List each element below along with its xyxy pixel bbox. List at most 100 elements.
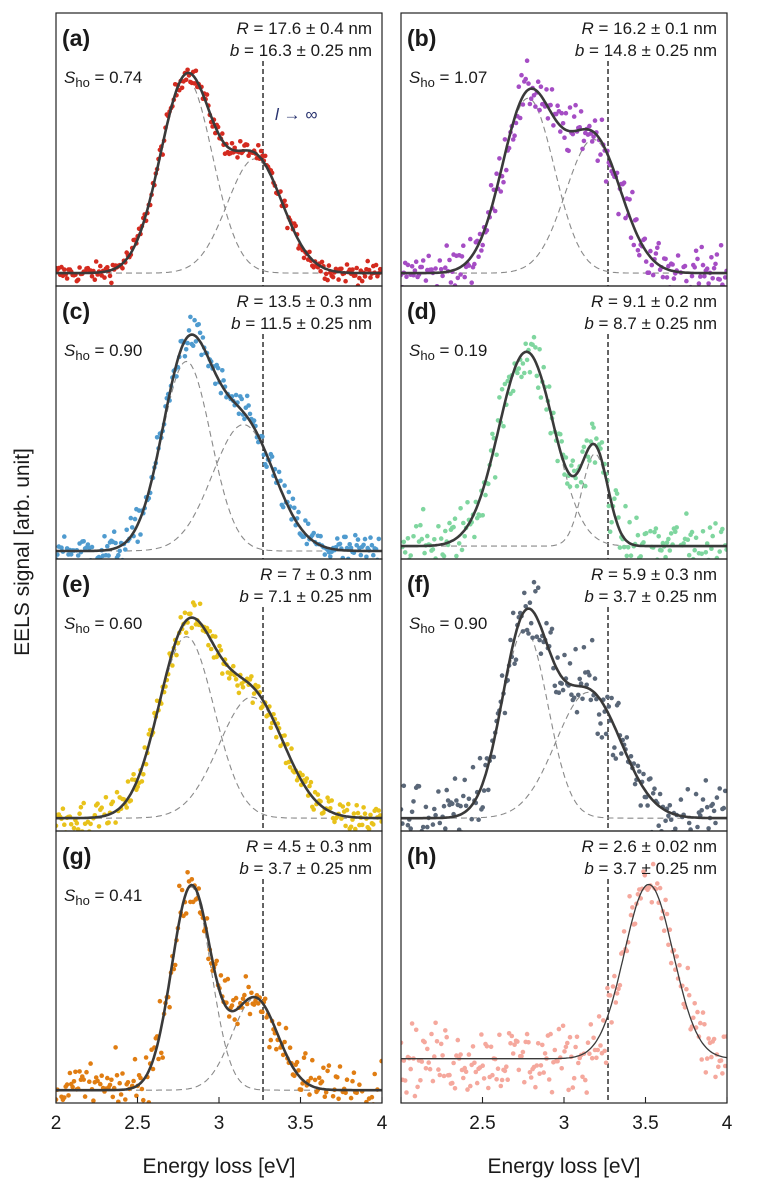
data-point: [229, 1003, 235, 1008]
data-point: [637, 769, 642, 774]
data-point: [649, 900, 655, 905]
data-point: [673, 529, 678, 535]
data-point: [179, 85, 185, 91]
data-point: [479, 1032, 484, 1037]
data-point: [339, 1119, 344, 1124]
data-point: [609, 520, 614, 525]
data-point: [343, 823, 348, 829]
data-point: [502, 1068, 508, 1074]
data-point: [523, 341, 528, 347]
data-point: [595, 158, 600, 163]
data-point: [710, 801, 715, 807]
impact-annotation: b = 14.8 ± 0.25 nm: [575, 41, 717, 60]
x-tick-label: 3.5: [632, 1113, 658, 1134]
data-point: [368, 535, 373, 540]
data-point: [319, 1079, 325, 1084]
data-point: [330, 1094, 336, 1099]
panel-grid: (a) R = 17.6 ± 0.4 nm b = 16.3 ± 0.25 nm Sh…: [55, 12, 728, 1124]
data-point: [418, 1078, 423, 1083]
data-point: [492, 208, 498, 214]
data-point: [519, 72, 524, 78]
data-point: [623, 503, 628, 509]
y-axis-title: EELS signal [arb. unit]: [11, 448, 34, 656]
data-point: [378, 1107, 383, 1112]
data-point: [645, 803, 650, 808]
data-point: [714, 555, 720, 559]
data-point: [285, 225, 290, 231]
data-point: [718, 1058, 724, 1063]
data-point: [206, 642, 211, 648]
data-point: [617, 982, 623, 988]
impact-annotation: b = 7.1 ± 0.25 nm: [239, 587, 372, 606]
data-point: [307, 1092, 312, 1097]
data-point: [706, 281, 711, 286]
data-point: [358, 552, 364, 558]
data-point: [709, 1054, 714, 1060]
data-point: [610, 752, 616, 758]
data-point: [565, 1040, 570, 1046]
data-point: [246, 403, 251, 408]
data-point: [520, 1049, 526, 1055]
data-point: [591, 1035, 596, 1041]
data-point: [336, 277, 341, 282]
data-point: [627, 894, 632, 899]
data-point: [667, 927, 673, 932]
data-point: [312, 1077, 318, 1083]
data-point: [189, 877, 195, 882]
data-point: [509, 1033, 515, 1039]
data-point: [455, 1037, 461, 1043]
data-point: [232, 1017, 237, 1022]
data-point: [328, 1114, 333, 1119]
data-point: [283, 1025, 289, 1031]
panel-label: (f): [407, 571, 430, 597]
data-point: [472, 534, 477, 540]
data-point: [215, 365, 221, 371]
data-point: [77, 1069, 82, 1074]
data-point: [517, 115, 523, 121]
data-point: [513, 120, 519, 126]
data-point: [657, 885, 663, 891]
data-point: [524, 1031, 530, 1037]
data-point: [103, 795, 109, 800]
data-point: [113, 1045, 118, 1050]
data-point: [292, 505, 297, 511]
data-point: [588, 1022, 594, 1027]
data-point: [280, 504, 286, 510]
data-point: [548, 1031, 553, 1037]
data-point: [337, 541, 343, 547]
data-point: [262, 153, 268, 159]
data-point: [630, 189, 635, 195]
data-point: [587, 1051, 592, 1056]
data-point: [610, 984, 616, 989]
data-point: [558, 129, 563, 134]
data-point: [112, 831, 117, 836]
data-point: [174, 374, 179, 379]
data-point: [524, 58, 530, 63]
data-point: [456, 827, 462, 831]
data-point: [497, 156, 502, 161]
data-point: [81, 1077, 86, 1082]
data-point: [560, 687, 566, 693]
data-point: [196, 322, 201, 327]
data-point: [469, 280, 475, 286]
data-point: [544, 407, 549, 412]
data-point: [139, 1086, 145, 1092]
data-point: [364, 554, 369, 559]
data-point: [659, 916, 664, 921]
data-point: [89, 274, 95, 279]
x-tick-label: 3.5: [287, 1113, 313, 1134]
data-point: [526, 631, 531, 636]
data-point: [484, 1044, 490, 1049]
data-point: [213, 381, 218, 387]
data-point: [663, 818, 668, 824]
data-point: [563, 1044, 569, 1050]
data-point: [113, 820, 118, 825]
data-point: [311, 807, 317, 812]
data-point: [546, 384, 552, 389]
data-point: [668, 960, 674, 966]
data-point: [495, 1066, 501, 1071]
data-point: [533, 1084, 538, 1090]
data-point: [441, 803, 447, 809]
data-point: [433, 556, 438, 559]
data-point: [688, 827, 693, 831]
